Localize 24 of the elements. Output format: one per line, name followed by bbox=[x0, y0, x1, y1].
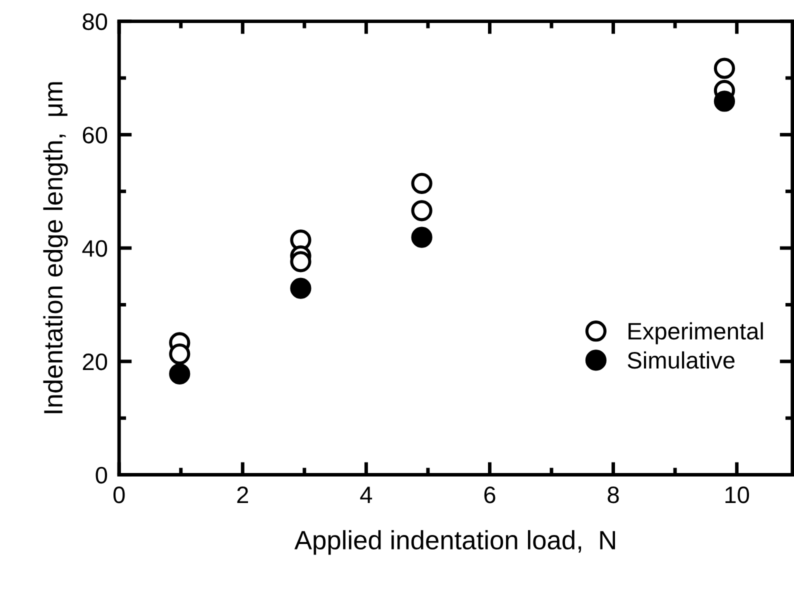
y-tick-label: 40 bbox=[82, 240, 108, 257]
y-tick-label: 0 bbox=[96, 466, 108, 484]
x-tick-label: 4 bbox=[360, 486, 372, 504]
point bbox=[290, 278, 312, 299]
point bbox=[714, 58, 736, 79]
point bbox=[290, 251, 312, 272]
point bbox=[411, 172, 432, 194]
y-tick-label: 80 bbox=[82, 13, 108, 30]
x-tick-label: 2 bbox=[237, 486, 248, 504]
y-tick-label: 60 bbox=[82, 126, 108, 144]
x-tick-label: 8 bbox=[608, 486, 619, 504]
x-tick-label: 6 bbox=[484, 486, 496, 504]
point bbox=[169, 343, 190, 365]
x-tick-label: 10 bbox=[725, 486, 750, 504]
x-axis-title: Applied indentation load, N bbox=[294, 530, 615, 555]
legend-label: Simulative bbox=[628, 351, 735, 369]
point bbox=[714, 90, 736, 112]
y-axis-title: Indentation edge length, μm bbox=[43, 82, 68, 414]
point bbox=[411, 226, 432, 248]
y-tick-label: 20 bbox=[82, 353, 108, 370]
legend-label: Experimental bbox=[628, 322, 763, 344]
point bbox=[411, 200, 432, 222]
point bbox=[169, 363, 190, 384]
x-tick-label: 0 bbox=[113, 486, 125, 504]
